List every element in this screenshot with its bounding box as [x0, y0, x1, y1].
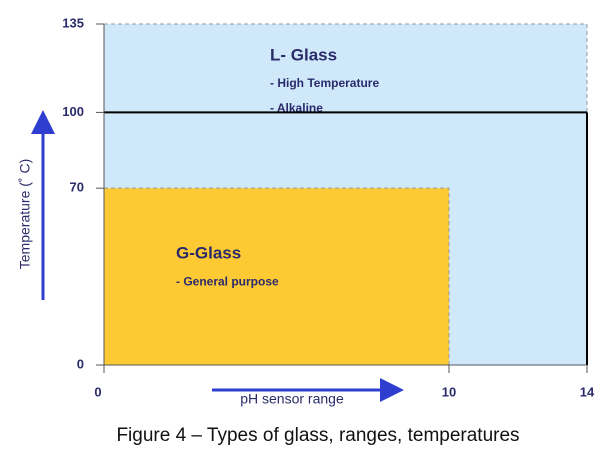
y-tick-label: 0: [77, 356, 84, 371]
y-axis-label: Temperature (˚ C): [17, 159, 33, 269]
region-name: L- Glass: [270, 45, 337, 64]
y-tick-label: 135: [62, 15, 84, 30]
y-tick-label: 70: [70, 180, 84, 195]
caption: Figure 4 – Types of glass, ranges, tempe…: [116, 425, 519, 446]
x-tick-label: 14: [580, 384, 595, 399]
x-axis-label: pH sensor range: [240, 391, 344, 407]
region-name: G-Glass: [176, 244, 241, 263]
x-tick-label: 10: [442, 384, 456, 399]
region-note: - High Temperature: [270, 76, 379, 90]
x-tick-label: 0: [94, 384, 101, 399]
region-note: - General purpose: [176, 274, 279, 288]
y-tick-label: 100: [62, 104, 84, 119]
